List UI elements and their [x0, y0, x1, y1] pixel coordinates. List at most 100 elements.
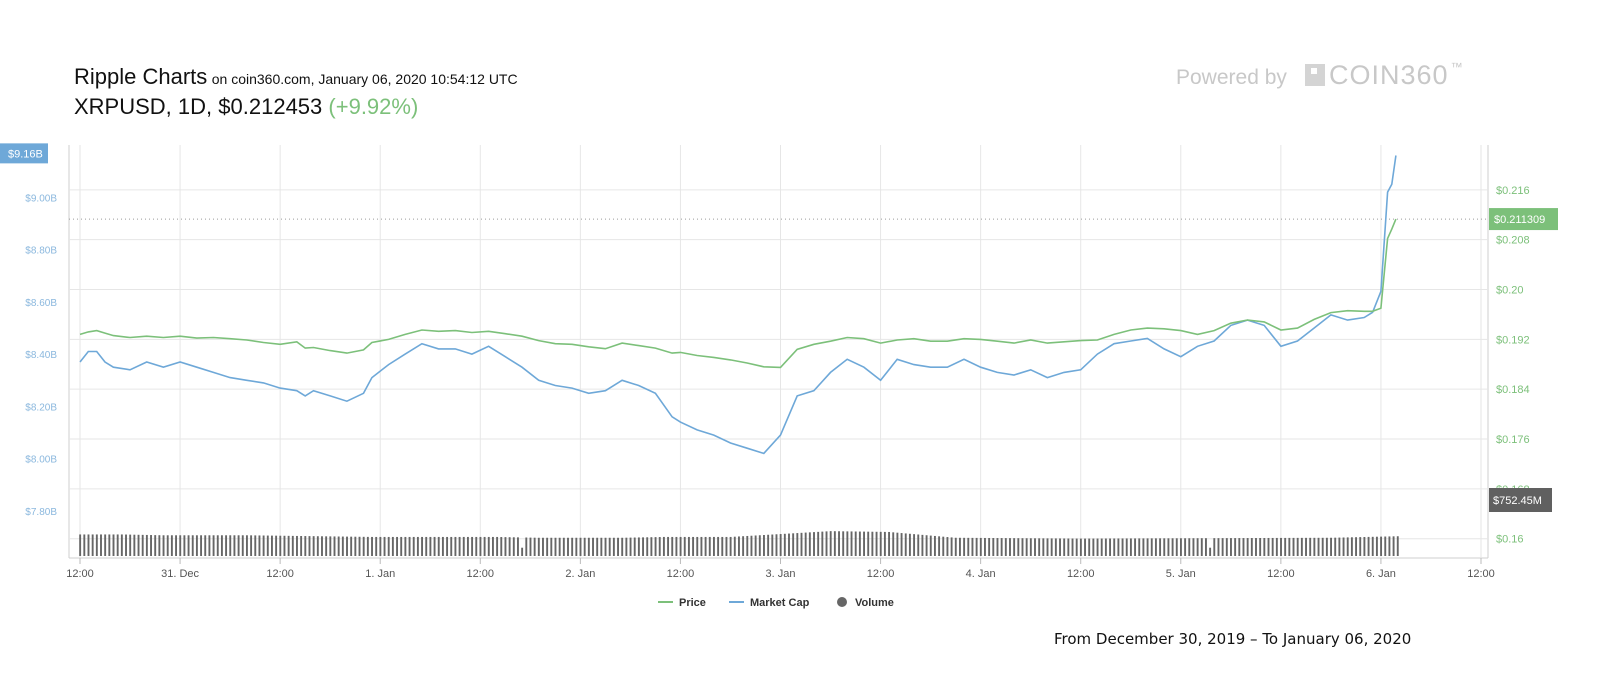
volume-bar: [629, 537, 632, 556]
volume-bar: [1259, 538, 1262, 556]
volume-bar: [450, 536, 453, 556]
left-tick-label: $8.60B: [25, 298, 57, 309]
volume-bar: [988, 537, 991, 556]
volume-bar: [287, 535, 290, 556]
volume-bar: [975, 537, 978, 556]
volume-bar: [79, 534, 82, 556]
legend-label[interactable]: Price: [679, 597, 706, 609]
volume-bar: [908, 533, 911, 556]
volume-bar: [600, 537, 603, 556]
volume-bar: [854, 531, 857, 556]
volume-bar: [158, 535, 161, 556]
volume-bar: [721, 536, 724, 556]
volume-bar: [179, 535, 182, 556]
right-tick-label: $0.184: [1496, 384, 1530, 396]
chart-legend: Price Market Cap Volume: [658, 597, 894, 609]
volume-bar: [1167, 538, 1170, 556]
volume-bar: [867, 531, 870, 556]
brand-logo[interactable]: COIN360 ™: [1305, 60, 1464, 91]
volume-bar: [984, 537, 986, 556]
volume-bar: [879, 531, 882, 556]
volume-bar: [671, 536, 674, 556]
volume-bar: [1113, 538, 1116, 556]
volume-bar: [700, 536, 703, 556]
volume-bar: [646, 537, 649, 556]
volume-bar: [1280, 537, 1282, 556]
volume-bar: [487, 536, 490, 556]
volume-bar: [521, 547, 524, 556]
volume-bar: [904, 533, 907, 556]
volume-bar: [1171, 538, 1174, 556]
volume-bar: [125, 534, 127, 556]
volume-bar: [712, 536, 715, 556]
volume-bar: [850, 531, 853, 556]
volume-bar: [1234, 538, 1237, 556]
left-tick-label: $8.20B: [25, 402, 57, 413]
volume-bar: [1084, 538, 1086, 556]
volume-bar: [304, 536, 307, 556]
volume-bar: [696, 536, 699, 556]
volume-bars: [79, 531, 1399, 556]
volume-bar: [821, 531, 824, 556]
volume-bar: [91, 534, 94, 556]
current-volume-badge-label: $752.45M: [1493, 495, 1542, 507]
x-tick-label: 12:00: [467, 568, 495, 580]
volume-bar: [1338, 537, 1341, 556]
volume-bar: [329, 536, 332, 556]
current-market-cap-badge-label: $9.16B: [8, 148, 43, 160]
volume-bar: [446, 536, 449, 556]
volume-bar: [779, 534, 782, 556]
legend-swatch-volume[interactable]: [837, 597, 847, 607]
volume-bar: [500, 537, 503, 556]
volume-bar: [462, 536, 465, 556]
volume-bar: [275, 535, 278, 556]
volume-bar: [145, 534, 148, 556]
volume-bar: [141, 534, 144, 556]
volume-bar: [1192, 538, 1195, 556]
legend-label[interactable]: Market Cap: [750, 597, 810, 609]
volume-bar: [1067, 538, 1070, 556]
x-tick-label: 2. Jan: [565, 568, 595, 580]
legend-label[interactable]: Volume: [855, 597, 894, 609]
volume-bar: [1213, 538, 1216, 556]
volume-bar: [300, 535, 303, 556]
volume-bar: [312, 536, 315, 556]
volume-bar: [279, 535, 282, 556]
volume-bar: [575, 537, 578, 556]
volume-bar: [1109, 538, 1112, 556]
volume-bar: [1092, 538, 1095, 556]
series-lines: [79, 155, 1397, 455]
price-change: (+9.92%): [328, 94, 419, 119]
volume-bar: [1263, 537, 1266, 556]
powered-by-label: Powered by: [1176, 66, 1287, 89]
volume-bar: [254, 535, 257, 556]
volume-bar: [875, 531, 878, 556]
volume-bar: [1150, 538, 1153, 556]
volume-bar: [1321, 537, 1324, 556]
volume-bar: [404, 536, 407, 556]
volume-bar: [1088, 538, 1091, 556]
volume-bar: [1063, 538, 1066, 556]
volume-bar: [1009, 538, 1011, 556]
volume-bar: [1359, 537, 1362, 556]
volume-bar: [1309, 537, 1312, 556]
volume-bar: [212, 535, 215, 556]
price-line: [79, 218, 1397, 369]
volume-bar: [1013, 538, 1016, 556]
volume-bar: [1079, 538, 1082, 556]
volume-bar: [1388, 536, 1391, 556]
volume-bar: [667, 536, 670, 556]
volume-bar: [992, 538, 995, 556]
volume-bar: [963, 537, 966, 556]
volume-bar: [133, 534, 136, 556]
volume-bar: [658, 537, 661, 556]
volume-bar: [933, 535, 936, 556]
volume-bar: [1230, 538, 1232, 556]
volume-bar: [1163, 538, 1166, 556]
volume-bar: [362, 536, 365, 556]
volume-bar: [150, 535, 152, 556]
volume-bar: [917, 534, 920, 556]
volume-bar: [542, 537, 544, 556]
volume-bar: [1184, 538, 1187, 556]
